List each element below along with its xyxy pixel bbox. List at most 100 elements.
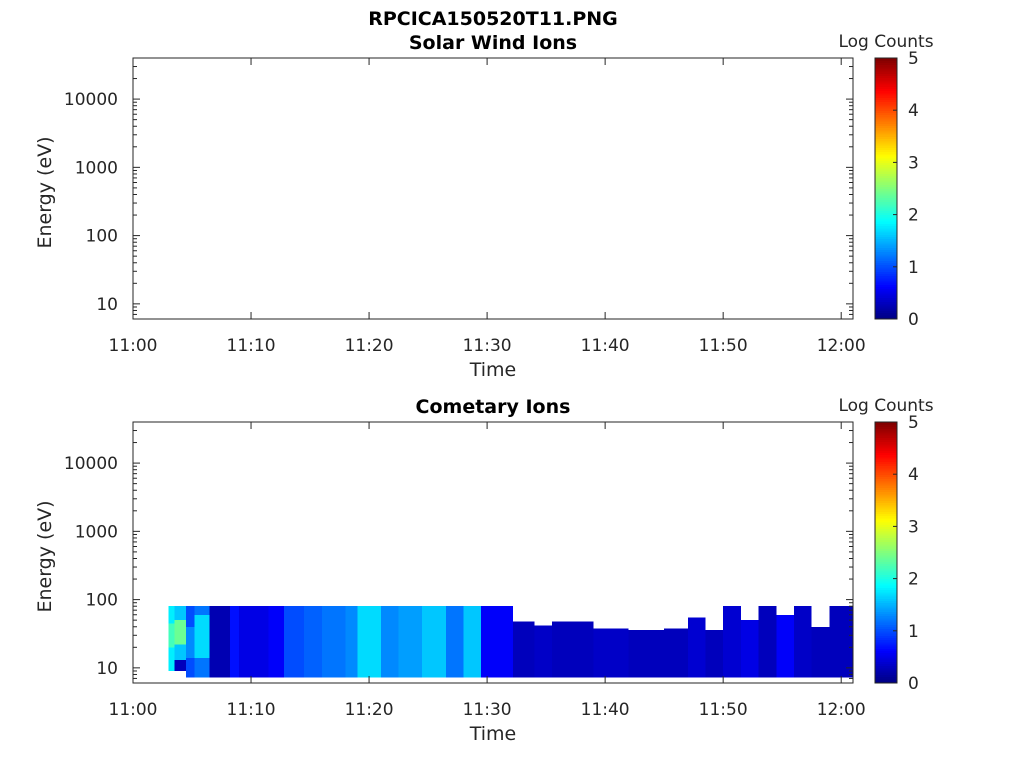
colorbar-segment xyxy=(875,84,897,87)
colorbar-segment xyxy=(875,258,897,261)
colorbar-segment xyxy=(875,79,897,83)
colorbar-segment xyxy=(875,502,897,506)
colorbar-segment xyxy=(875,424,897,427)
colorbar-segment xyxy=(875,216,897,220)
colorbar-segment xyxy=(875,652,897,656)
colorbar-tick-label: 2 xyxy=(908,570,919,590)
colorbar-segment xyxy=(875,469,897,473)
colorbar-segment xyxy=(875,580,897,584)
colorbar-segment xyxy=(875,192,897,196)
colorbar-segment xyxy=(875,463,897,467)
colorbar-segment xyxy=(875,310,897,314)
colorbar-segment xyxy=(875,271,897,274)
colorbar-segment xyxy=(875,500,897,504)
colorbar-segment xyxy=(875,472,897,475)
colorbar-tick-label: 4 xyxy=(908,101,919,121)
colorbar-segment xyxy=(875,646,897,649)
heatmap-cell xyxy=(186,626,195,658)
colorbar-segment xyxy=(875,674,897,678)
colorbar-segment xyxy=(875,552,897,556)
colorbar-segment xyxy=(875,493,897,497)
colorbar-segment xyxy=(875,99,897,103)
colorbar-segment xyxy=(875,97,897,100)
colorbar-segment xyxy=(875,628,897,632)
heatmap-cell xyxy=(345,606,358,678)
colorbar-segment xyxy=(875,212,897,216)
colorbar-segment xyxy=(875,203,897,207)
y-tick-label: 10 xyxy=(96,659,118,679)
colorbar-segment xyxy=(875,530,897,534)
colorbar-segment xyxy=(875,64,897,68)
colorbar-segment xyxy=(875,532,897,536)
colorbar-segment xyxy=(875,158,897,161)
x-tick-label: 11:10 xyxy=(227,700,276,720)
colorbar-segment xyxy=(875,511,897,514)
x-tick-label: 11:20 xyxy=(345,336,394,356)
colorbar-segment xyxy=(875,639,897,643)
colorbar-segment xyxy=(875,663,897,667)
colorbar-segment xyxy=(875,665,897,669)
colorbar-segment xyxy=(875,90,897,94)
heatmap-cell xyxy=(321,606,346,678)
heatmap-cell xyxy=(811,626,830,678)
colorbar-segment xyxy=(875,238,897,242)
colorbar-segment xyxy=(875,88,897,92)
colorbar-frame xyxy=(874,57,898,320)
colorbar-tick-label: 3 xyxy=(908,517,919,537)
colorbar-segment xyxy=(875,199,897,203)
colorbar-segment xyxy=(875,131,897,135)
colorbar-segment xyxy=(875,526,897,530)
colorbar-segment xyxy=(875,223,897,227)
colorbar-segment xyxy=(875,517,897,521)
colorbar-segment xyxy=(875,648,897,651)
colorbar-tick-label: 3 xyxy=(908,153,919,173)
colorbar-segment xyxy=(875,121,897,124)
panels: 11:00 11:10 11:20 11:30 11:40 11:50 12:0010100… xyxy=(34,32,934,745)
colorbar-segment xyxy=(875,316,897,320)
colorbar-segment xyxy=(875,286,897,290)
heatmap-cell xyxy=(534,625,553,678)
colorbar-segment xyxy=(875,513,897,517)
heatmap-cell xyxy=(168,623,175,648)
colorbar-segment xyxy=(875,284,897,287)
colorbar-segment xyxy=(875,619,897,623)
heatmap-cell xyxy=(229,606,240,678)
colorbar-segment xyxy=(875,582,897,586)
colorbar-segment xyxy=(875,441,897,445)
heatmap-cell xyxy=(552,621,594,678)
colorbar-segment xyxy=(875,118,897,122)
colorbar-segment xyxy=(875,101,897,105)
heatmap-cell xyxy=(194,614,210,658)
heatmap-cell xyxy=(463,606,482,678)
heatmap-cell xyxy=(398,606,423,678)
colorbar-segment xyxy=(875,524,897,527)
colorbar-segment xyxy=(875,606,897,610)
colorbar-segment xyxy=(875,114,897,118)
axes-frame xyxy=(132,421,854,684)
colorbar-segment xyxy=(875,299,897,303)
colorbar-segment xyxy=(875,613,897,617)
colorbar-segment xyxy=(875,251,897,255)
colorbar-segment xyxy=(875,116,897,120)
x-tick-label: 11:20 xyxy=(345,700,394,720)
panel-title: Solar Wind Ions xyxy=(409,32,577,54)
heatmap-cell xyxy=(793,606,812,678)
colorbar-segment xyxy=(875,539,897,543)
x-tick-label: 11:10 xyxy=(227,336,276,356)
colorbar-segment xyxy=(875,465,897,469)
plot-area xyxy=(133,58,853,319)
colorbar-segment xyxy=(875,656,897,660)
colorbar-segment xyxy=(875,308,897,311)
colorbar-segment xyxy=(875,487,897,491)
colorbar-label: Log Counts xyxy=(838,396,933,416)
colorbar-segment xyxy=(875,667,897,671)
colorbar-segment xyxy=(875,630,897,634)
colorbar-segment xyxy=(875,301,897,305)
colorbar-segment xyxy=(875,205,897,209)
x-tick-label: 11:00 xyxy=(109,700,158,720)
colorbar-segment xyxy=(875,596,897,599)
colorbar-segment xyxy=(875,567,897,571)
colorbar-segment xyxy=(875,218,897,222)
colorbar-segment xyxy=(875,58,897,61)
